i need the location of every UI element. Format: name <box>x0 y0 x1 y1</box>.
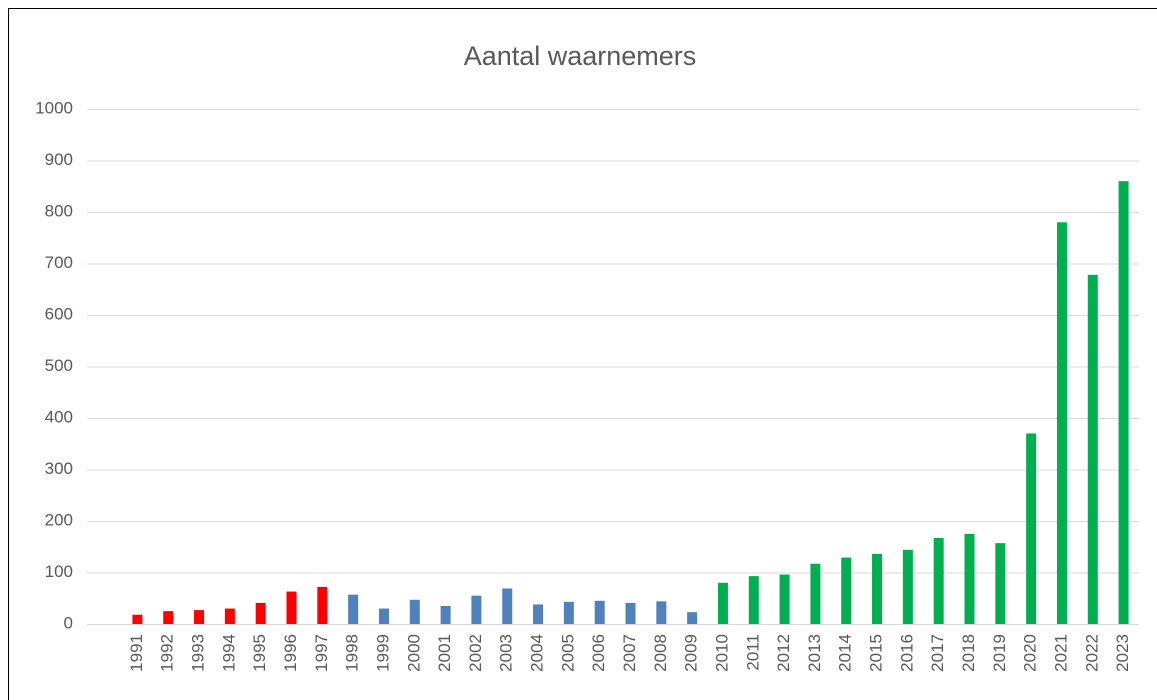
x-tick-label: 1995 <box>250 634 269 672</box>
bar <box>563 601 574 624</box>
x-tick-label: 2009 <box>682 634 701 672</box>
bar <box>533 604 544 624</box>
x-tick-label: 2001 <box>435 634 454 672</box>
bar <box>1026 433 1037 624</box>
bar <box>132 614 143 624</box>
y-tick-label: 700 <box>45 253 73 272</box>
x-tick-label: 1999 <box>373 634 392 672</box>
x-tick-label: 2008 <box>651 634 670 672</box>
bar <box>502 588 513 624</box>
bar <box>163 611 174 624</box>
x-tick-label: 2006 <box>589 634 608 672</box>
x-tick-label: 2017 <box>928 634 947 672</box>
bar <box>594 600 605 624</box>
x-tick-label: 2000 <box>404 634 423 672</box>
bar <box>224 608 235 624</box>
bar <box>348 594 359 624</box>
x-tick-label: 2011 <box>743 634 762 671</box>
bar <box>933 537 944 624</box>
y-tick-label: 300 <box>45 459 73 478</box>
y-tick-label: 400 <box>45 407 73 426</box>
chart-border <box>8 8 1157 700</box>
bar <box>841 557 852 624</box>
x-tick-label: 1992 <box>158 634 177 672</box>
bar <box>317 586 328 624</box>
bar <box>872 553 883 624</box>
x-tick-label: 2002 <box>466 634 485 672</box>
y-tick-label: 200 <box>45 510 73 529</box>
bar <box>779 574 790 624</box>
bar <box>995 543 1006 624</box>
bar <box>656 601 667 624</box>
x-tick-label: 1998 <box>343 634 362 672</box>
x-tick-label: 2020 <box>1021 634 1040 672</box>
x-tick-label: 2021 <box>1051 634 1070 672</box>
bar <box>1118 181 1129 624</box>
bar <box>1056 222 1067 625</box>
chart-title: Aantal waarnemers <box>464 41 697 71</box>
bar <box>1087 274 1098 624</box>
bar <box>409 599 420 624</box>
bar <box>748 576 759 624</box>
x-tick-label: 2018 <box>959 634 978 672</box>
bar <box>964 533 975 624</box>
bar <box>810 563 821 624</box>
x-tick-label: 2015 <box>867 634 886 672</box>
y-tick-label: 900 <box>45 150 73 169</box>
y-tick-label: 500 <box>45 356 73 375</box>
x-tick-label: 1991 <box>127 634 146 672</box>
x-tick-label: 2014 <box>836 634 855 672</box>
x-tick-label: 2022 <box>1082 634 1101 672</box>
bar <box>440 605 451 624</box>
bar <box>902 549 913 624</box>
bar <box>687 612 698 624</box>
bar <box>255 602 266 624</box>
x-tick-label: 2019 <box>990 634 1009 672</box>
x-tick-label: 2013 <box>805 634 824 672</box>
x-tick-label: 1994 <box>219 634 238 672</box>
x-tick-label: 2012 <box>774 634 793 672</box>
x-tick-label: 2016 <box>897 634 916 672</box>
x-tick-label: 2023 <box>1113 634 1132 672</box>
bar <box>378 608 389 624</box>
x-tick-label: 2007 <box>620 634 639 672</box>
bar <box>286 591 297 624</box>
bar <box>471 595 482 624</box>
bar <box>625 602 636 624</box>
x-tick-label: 2004 <box>528 634 547 672</box>
bar <box>194 610 205 624</box>
x-tick-label: 2003 <box>497 634 516 672</box>
x-tick-label: 2010 <box>712 634 731 672</box>
y-tick-label: 800 <box>45 201 73 220</box>
y-tick-label: 600 <box>45 304 73 323</box>
y-tick-label: 1000 <box>35 98 73 117</box>
x-tick-label: 1996 <box>281 634 300 672</box>
x-tick-label: 1997 <box>312 634 331 672</box>
x-tick-label: 2005 <box>558 634 577 672</box>
y-tick-label: 0 <box>64 613 73 632</box>
x-tick-label: 1993 <box>189 634 208 672</box>
bar <box>717 582 728 624</box>
y-tick-label: 100 <box>45 562 73 581</box>
